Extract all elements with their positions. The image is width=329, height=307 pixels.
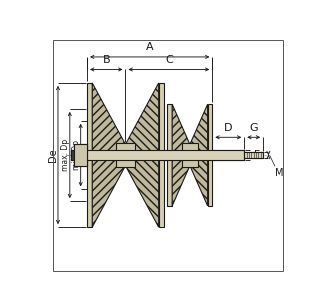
Polygon shape (74, 144, 87, 166)
Text: De: De (48, 148, 58, 162)
Polygon shape (244, 152, 263, 158)
Polygon shape (70, 150, 244, 160)
Polygon shape (208, 104, 212, 206)
Text: M: M (275, 168, 284, 177)
Polygon shape (167, 104, 172, 206)
Polygon shape (125, 83, 159, 227)
Polygon shape (92, 83, 125, 227)
Polygon shape (244, 152, 263, 158)
Text: B: B (102, 55, 110, 65)
Text: E: E (254, 150, 261, 160)
Text: max. Dp: max. Dp (61, 139, 69, 171)
Polygon shape (70, 150, 244, 160)
Polygon shape (182, 143, 198, 167)
Polygon shape (172, 104, 190, 206)
Polygon shape (159, 83, 164, 227)
Text: D: D (224, 123, 233, 133)
Polygon shape (116, 143, 135, 167)
Text: min. Dp: min. Dp (72, 140, 81, 170)
Polygon shape (74, 144, 87, 166)
Text: G: G (249, 123, 258, 133)
Text: A: A (146, 42, 154, 52)
Polygon shape (87, 83, 92, 227)
Polygon shape (190, 104, 208, 206)
Text: C: C (165, 55, 173, 65)
